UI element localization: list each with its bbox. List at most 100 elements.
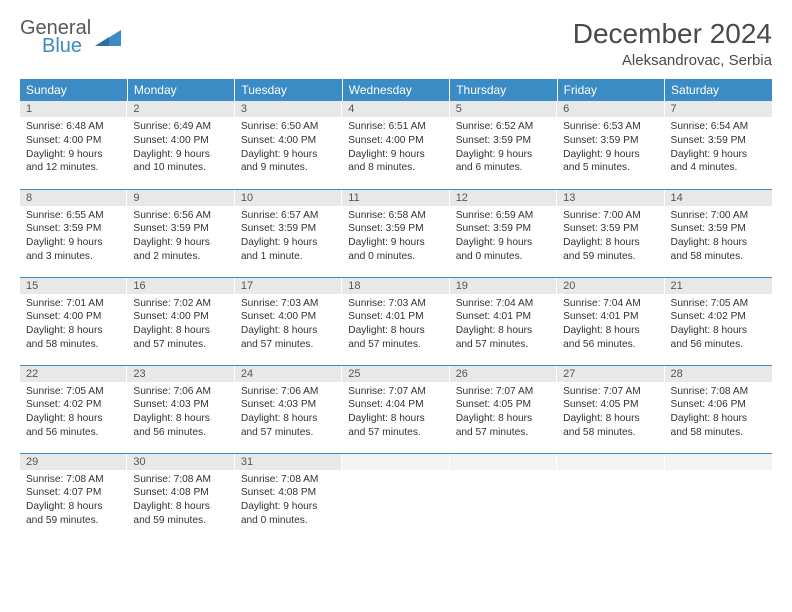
sunrise-text: Sunrise: 6:59 AM (456, 209, 551, 223)
daylight-text-1: Daylight: 8 hours (26, 324, 121, 338)
daylight-text-1: Daylight: 8 hours (671, 324, 766, 338)
sunrise-text: Sunrise: 7:03 AM (348, 297, 443, 311)
calendar-cell: 7Sunrise: 6:54 AMSunset: 3:59 PMDaylight… (665, 101, 772, 189)
sunrise-text: Sunrise: 7:00 AM (671, 209, 766, 223)
sunrise-text: Sunrise: 6:57 AM (241, 209, 336, 223)
sunrise-text: Sunrise: 7:08 AM (26, 473, 121, 487)
sunrise-text: Sunrise: 6:49 AM (133, 120, 228, 134)
day-body-empty (557, 470, 664, 475)
weekday-header: Friday (557, 79, 664, 101)
day-body: Sunrise: 6:50 AMSunset: 4:00 PMDaylight:… (235, 117, 342, 177)
sunrise-text: Sunrise: 7:08 AM (241, 473, 336, 487)
sunrise-text: Sunrise: 7:00 AM (563, 209, 658, 223)
daylight-text-1: Daylight: 9 hours (241, 500, 336, 514)
sunset-text: Sunset: 4:00 PM (26, 134, 121, 148)
daylight-text-2: and 57 minutes. (456, 338, 551, 352)
daylight-text-2: and 9 minutes. (241, 161, 336, 175)
day-body: Sunrise: 6:55 AMSunset: 3:59 PMDaylight:… (20, 206, 127, 266)
daylight-text-2: and 58 minutes. (671, 250, 766, 264)
sunrise-text: Sunrise: 6:56 AM (133, 209, 228, 223)
daylight-text-1: Daylight: 9 hours (671, 148, 766, 162)
logo-word-blue: Blue (42, 36, 91, 56)
sunrise-text: Sunrise: 6:51 AM (348, 120, 443, 134)
daylight-text-1: Daylight: 8 hours (241, 412, 336, 426)
calendar-cell: 12Sunrise: 6:59 AMSunset: 3:59 PMDayligh… (450, 189, 557, 277)
day-body: Sunrise: 7:03 AMSunset: 4:01 PMDaylight:… (342, 294, 449, 354)
sunset-text: Sunset: 3:59 PM (133, 222, 228, 236)
sunrise-text: Sunrise: 7:08 AM (133, 473, 228, 487)
day-number: 13 (557, 190, 664, 206)
sunset-text: Sunset: 4:00 PM (348, 134, 443, 148)
sunset-text: Sunset: 4:00 PM (241, 134, 336, 148)
day-body: Sunrise: 6:59 AMSunset: 3:59 PMDaylight:… (450, 206, 557, 266)
sunset-text: Sunset: 4:05 PM (563, 398, 658, 412)
logo: General Blue (20, 18, 121, 56)
day-number: 15 (20, 278, 127, 294)
day-number-empty (665, 454, 772, 470)
day-number: 9 (127, 190, 234, 206)
day-number: 23 (127, 366, 234, 382)
sunset-text: Sunset: 3:59 PM (671, 222, 766, 236)
calendar-cell: 3Sunrise: 6:50 AMSunset: 4:00 PMDaylight… (235, 101, 342, 189)
calendar-cell: 14Sunrise: 7:00 AMSunset: 3:59 PMDayligh… (665, 189, 772, 277)
day-number: 1 (20, 101, 127, 117)
day-body-empty (665, 470, 772, 475)
day-body: Sunrise: 7:08 AMSunset: 4:08 PMDaylight:… (235, 470, 342, 530)
day-body: Sunrise: 6:58 AMSunset: 3:59 PMDaylight:… (342, 206, 449, 266)
sunset-text: Sunset: 3:59 PM (563, 134, 658, 148)
sunset-text: Sunset: 4:07 PM (26, 486, 121, 500)
sunset-text: Sunset: 4:04 PM (348, 398, 443, 412)
sunrise-text: Sunrise: 6:55 AM (26, 209, 121, 223)
day-body: Sunrise: 6:54 AMSunset: 3:59 PMDaylight:… (665, 117, 772, 177)
daylight-text-2: and 10 minutes. (133, 161, 228, 175)
daylight-text-1: Daylight: 8 hours (133, 412, 228, 426)
daylight-text-1: Daylight: 9 hours (348, 236, 443, 250)
weekday-header-row: Sunday Monday Tuesday Wednesday Thursday… (20, 79, 772, 101)
sunrise-text: Sunrise: 7:03 AM (241, 297, 336, 311)
day-body: Sunrise: 7:08 AMSunset: 4:06 PMDaylight:… (665, 382, 772, 442)
calendar-cell: 17Sunrise: 7:03 AMSunset: 4:00 PMDayligh… (235, 277, 342, 365)
sunrise-text: Sunrise: 7:07 AM (348, 385, 443, 399)
day-body: Sunrise: 7:03 AMSunset: 4:00 PMDaylight:… (235, 294, 342, 354)
daylight-text-2: and 57 minutes. (456, 426, 551, 440)
sunset-text: Sunset: 3:59 PM (348, 222, 443, 236)
daylight-text-2: and 6 minutes. (456, 161, 551, 175)
daylight-text-1: Daylight: 9 hours (26, 148, 121, 162)
daylight-text-2: and 8 minutes. (348, 161, 443, 175)
daylight-text-1: Daylight: 9 hours (241, 148, 336, 162)
sunrise-text: Sunrise: 7:04 AM (563, 297, 658, 311)
title-block: December 2024 Aleksandrovac, Serbia (573, 18, 772, 69)
day-body: Sunrise: 6:51 AMSunset: 4:00 PMDaylight:… (342, 117, 449, 177)
calendar-cell: 2Sunrise: 6:49 AMSunset: 4:00 PMDaylight… (127, 101, 234, 189)
sunrise-text: Sunrise: 7:05 AM (671, 297, 766, 311)
day-body: Sunrise: 7:07 AMSunset: 4:05 PMDaylight:… (557, 382, 664, 442)
day-body: Sunrise: 7:06 AMSunset: 4:03 PMDaylight:… (235, 382, 342, 442)
month-title: December 2024 (573, 18, 772, 50)
day-number: 18 (342, 278, 449, 294)
calendar-cell: 26Sunrise: 7:07 AMSunset: 4:05 PMDayligh… (450, 365, 557, 453)
logo-text: General Blue (20, 18, 91, 56)
daylight-text-1: Daylight: 8 hours (26, 412, 121, 426)
sunset-text: Sunset: 4:08 PM (133, 486, 228, 500)
day-body: Sunrise: 7:01 AMSunset: 4:00 PMDaylight:… (20, 294, 127, 354)
sunrise-text: Sunrise: 7:06 AM (133, 385, 228, 399)
day-body: Sunrise: 7:08 AMSunset: 4:07 PMDaylight:… (20, 470, 127, 530)
weekday-header: Tuesday (235, 79, 342, 101)
daylight-text-1: Daylight: 8 hours (348, 412, 443, 426)
day-number: 14 (665, 190, 772, 206)
day-body: Sunrise: 6:52 AMSunset: 3:59 PMDaylight:… (450, 117, 557, 177)
calendar-row: 22Sunrise: 7:05 AMSunset: 4:02 PMDayligh… (20, 365, 772, 453)
sunrise-text: Sunrise: 7:05 AM (26, 385, 121, 399)
daylight-text-2: and 56 minutes. (563, 338, 658, 352)
sunset-text: Sunset: 3:59 PM (456, 134, 551, 148)
daylight-text-1: Daylight: 8 hours (456, 324, 551, 338)
daylight-text-2: and 58 minutes. (563, 426, 658, 440)
day-number: 25 (342, 366, 449, 382)
day-body: Sunrise: 7:05 AMSunset: 4:02 PMDaylight:… (20, 382, 127, 442)
calendar-cell: 27Sunrise: 7:07 AMSunset: 4:05 PMDayligh… (557, 365, 664, 453)
weekday-header: Monday (127, 79, 234, 101)
weekday-header: Thursday (450, 79, 557, 101)
day-number: 22 (20, 366, 127, 382)
calendar-cell: 6Sunrise: 6:53 AMSunset: 3:59 PMDaylight… (557, 101, 664, 189)
day-number: 4 (342, 101, 449, 117)
